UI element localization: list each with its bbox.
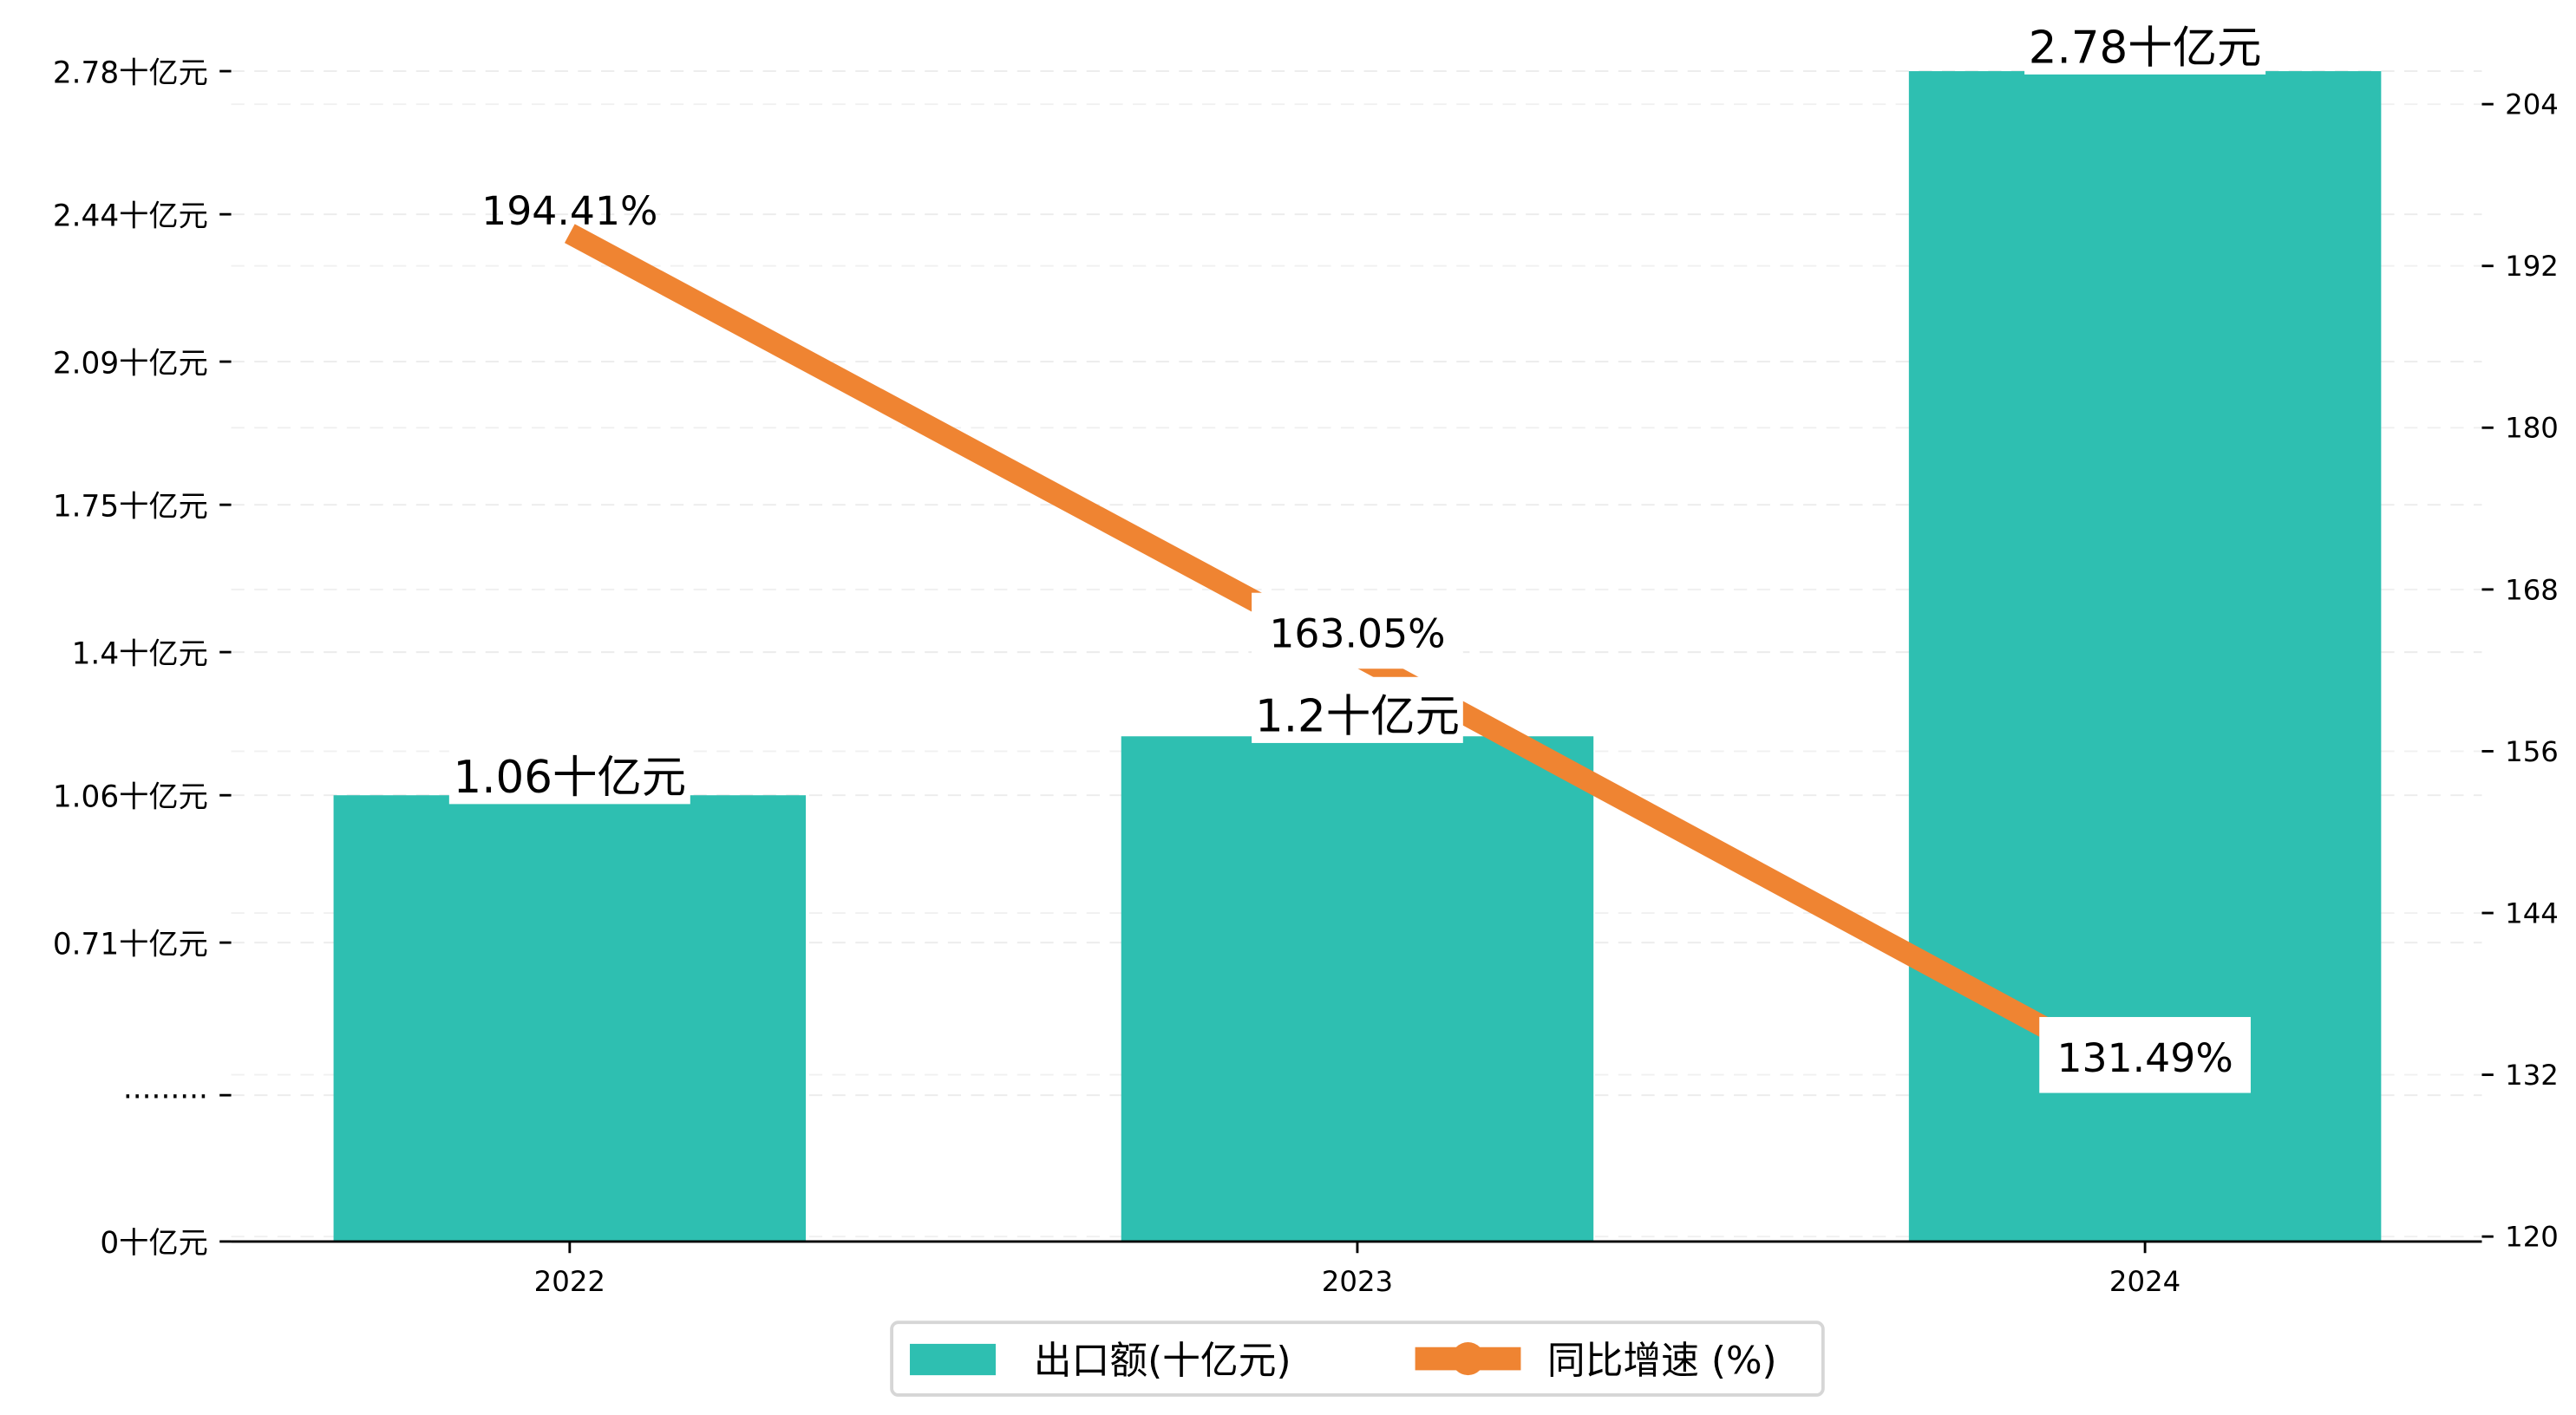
bar-label-bg [2024,8,2266,75]
legend-line-marker [1451,1342,1485,1376]
bar-label-bg [448,738,690,805]
left-tick-label: 0十亿元 [100,1226,208,1261]
left-tick-label: 2.78十亿元 [53,55,208,90]
growth-value-label: 163.05% [1269,611,1445,657]
left-tick-label: 2.44十亿元 [53,199,208,233]
right-tick-label: 132 [2505,1059,2559,1092]
right-tick-label: 156 [2505,735,2559,768]
bar-2023 [1121,736,1594,1242]
right-tick-label: 180 [2505,412,2559,445]
right-tick-label: 192 [2505,250,2559,283]
bar-2022 [333,795,807,1242]
left-tick-label: ········· [123,1079,208,1114]
x-tick-label: 2022 [534,1265,605,1298]
bar-value-label: 1.2十亿元 [1255,691,1460,743]
bar-value-label: 1.06十亿元 [454,752,687,804]
left-tick-label: 2.09十亿元 [53,346,208,381]
left-tick-label: 0.71十亿元 [53,927,208,962]
growth-value-label: 194.41% [481,188,657,234]
legend-bar-label: 出口额(十亿元) [1034,1339,1291,1383]
line-label-bg [1252,592,1463,669]
x-tick-label: 2024 [2109,1265,2180,1298]
left-tick-label: 1.06十亿元 [53,780,208,815]
line-label-bg [2039,1016,2251,1093]
legend-bar-swatch [910,1343,997,1376]
x-tick-label: 2023 [1322,1265,1393,1298]
left-tick-label: 1.4十亿元 [72,636,208,671]
left-tick-label: 1.75十亿元 [53,490,208,525]
right-tick-label: 120 [2505,1221,2559,1254]
right-tick-label: 144 [2505,897,2559,929]
growth-value-label: 131.49% [2056,1035,2233,1081]
right-tick-label: 204 [2505,88,2559,121]
legend-line-label: 同比增速 (%) [1547,1339,1777,1383]
bar-value-label: 2.78十亿元 [2029,23,2262,75]
bar-label-bg [1252,676,1463,743]
legend [890,1320,1825,1397]
right-tick-label: 168 [2505,573,2559,606]
